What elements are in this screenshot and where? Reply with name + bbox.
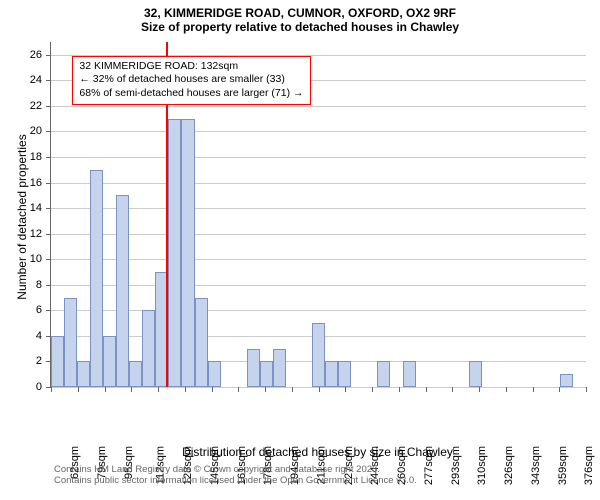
histogram-bar [260, 361, 273, 387]
histogram-bar [181, 119, 194, 387]
gridline [51, 157, 586, 158]
histogram-bar [77, 361, 90, 387]
histogram-bar [403, 361, 416, 387]
gridline [51, 131, 586, 132]
histogram-bar [377, 361, 390, 387]
y-tick-label: 20 [30, 125, 42, 137]
y-tick-mark [46, 336, 51, 337]
y-tick-mark [46, 361, 51, 362]
annotation-line-1: 32 KIMMERIDGE ROAD: 132sqm [79, 60, 303, 74]
y-tick-mark [46, 387, 51, 388]
attribution-line-1: Contains HM Land Registry data © Crown c… [54, 464, 417, 475]
y-tick-label: 12 [30, 228, 42, 240]
y-tick-label: 18 [30, 151, 42, 163]
gridline [51, 183, 586, 184]
gridline [51, 310, 586, 311]
y-tick-label: 14 [30, 202, 42, 214]
y-tick-label: 26 [30, 49, 42, 61]
histogram-bar [560, 374, 573, 387]
gridline [51, 285, 586, 286]
y-tick-mark [46, 106, 51, 107]
y-tick-label: 10 [30, 253, 42, 265]
y-tick-mark [46, 80, 51, 81]
histogram-bar [469, 361, 482, 387]
histogram-bar [168, 119, 181, 387]
chart-titles: 32, KIMMERIDGE ROAD, CUMNOR, OXFORD, OX2… [0, 0, 600, 35]
gridline [51, 234, 586, 235]
y-tick-mark [46, 310, 51, 311]
y-tick-mark [46, 259, 51, 260]
histogram-bar [208, 361, 221, 387]
y-tick-label: 16 [30, 177, 42, 189]
histogram-bar [129, 361, 142, 387]
y-tick-mark [46, 208, 51, 209]
histogram-bar [338, 361, 351, 387]
y-tick-label: 4 [36, 330, 42, 342]
attribution-text: Contains HM Land Registry data © Crown c… [54, 464, 417, 487]
annotation-line-2: ← 32% of detached houses are smaller (33… [79, 73, 303, 87]
histogram-bar [51, 336, 64, 387]
histogram-bar [247, 349, 260, 387]
y-tick-mark [46, 285, 51, 286]
y-tick-mark [46, 55, 51, 56]
y-tick-mark [46, 131, 51, 132]
x-axis-label: Distribution of detached houses by size … [50, 445, 585, 459]
x-tick-label: 376sqm [583, 446, 595, 485]
chart-container: 32, KIMMERIDGE ROAD, CUMNOR, OXFORD, OX2… [0, 0, 600, 500]
annotation-box: 32 KIMMERIDGE ROAD: 132sqm ← 32% of deta… [72, 56, 310, 105]
histogram-bar [90, 170, 103, 387]
y-tick-label: 6 [36, 304, 42, 316]
y-tick-mark [46, 183, 51, 184]
gridline [51, 259, 586, 260]
y-tick-label: 8 [36, 279, 42, 291]
x-tick-labels: 62sqm79sqm95sqm112sqm128sqm145sqm161sqm1… [50, 392, 585, 447]
gridline [51, 208, 586, 209]
chart-title-2: Size of property relative to detached ho… [0, 20, 600, 34]
y-tick-labels: 02468101214161820222426 [0, 42, 46, 387]
y-tick-label: 2 [36, 355, 42, 367]
annotation-line-3: 68% of semi-detached houses are larger (… [79, 87, 303, 101]
histogram-bar [273, 349, 286, 387]
x-tick-mark [586, 387, 587, 392]
y-tick-mark [46, 234, 51, 235]
histogram-bar [312, 323, 325, 387]
histogram-bar [142, 310, 155, 387]
histogram-bar [195, 298, 208, 387]
plot-area: 32 KIMMERIDGE ROAD: 132sqm ← 32% of deta… [50, 42, 586, 388]
y-tick-label: 22 [30, 100, 42, 112]
chart-title-1: 32, KIMMERIDGE ROAD, CUMNOR, OXFORD, OX2… [0, 6, 600, 20]
histogram-bar [116, 195, 129, 387]
y-tick-mark [46, 157, 51, 158]
attribution-line-2: Contains public sector information licen… [54, 475, 417, 486]
y-tick-label: 24 [30, 74, 42, 86]
gridline [51, 106, 586, 107]
histogram-bar [325, 361, 338, 387]
histogram-bar [64, 298, 77, 387]
y-tick-label: 0 [36, 381, 42, 393]
histogram-bar [103, 336, 116, 387]
